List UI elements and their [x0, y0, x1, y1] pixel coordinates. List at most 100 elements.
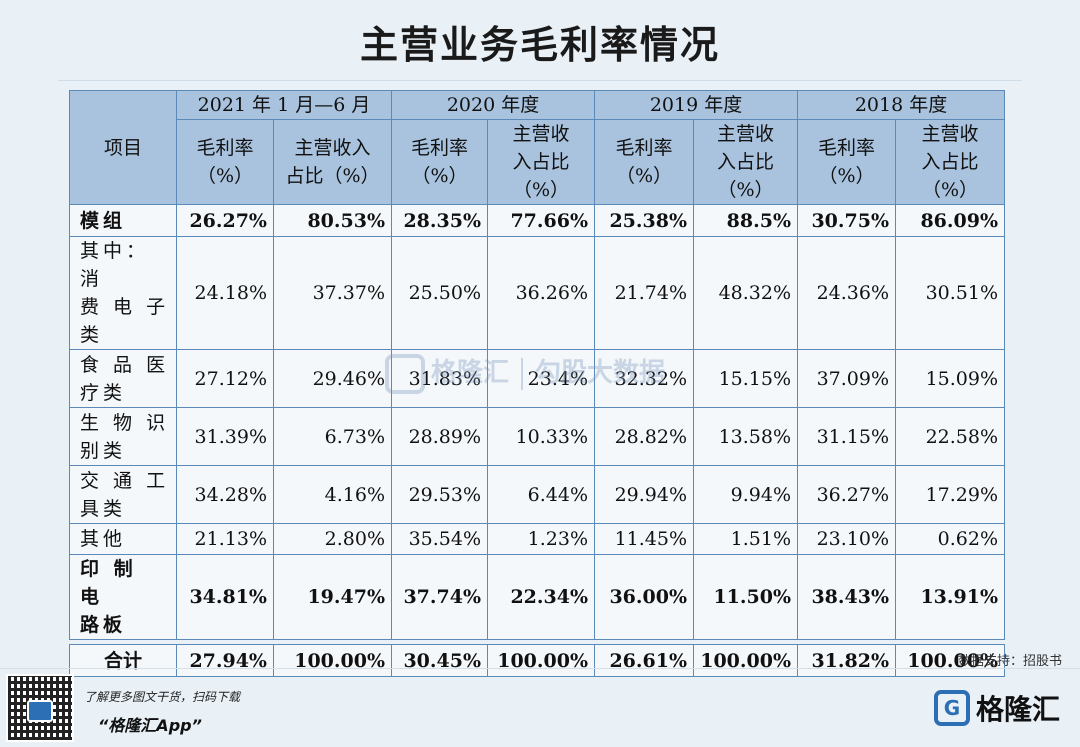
header-period: 2021 年 1 月—6 月 [175, 90, 393, 120]
total-row: 合计 27.94% 100.00% 30.45% 100.00% 26.61% 100.00… [69, 644, 1006, 677]
row-label: 食 品 医疗类 [69, 349, 177, 408]
table-cell: 31.39% [176, 407, 274, 466]
footer-divider [0, 668, 1080, 669]
promo-line: 了解更多图文干货，扫码下载 [84, 690, 241, 704]
table-cell: 30.51% [895, 236, 1006, 350]
total-cell: 100.00% [272, 644, 393, 677]
table-row: 印 制 电路板 34.81% 19.47% 37.74% 22.34% 36.00% 11.… [69, 554, 1006, 640]
table-cell: 25.50% [391, 236, 489, 350]
table-cell: 34.81% [176, 554, 274, 640]
table-cell: 32.32% [594, 349, 695, 408]
table-cell: 37.37% [272, 236, 393, 350]
total-cell: 31.82% [797, 644, 897, 677]
table-row: 其中：消费 电 子类 24.18% 37.37% 25.50% 36.26% 21.74%… [69, 236, 1006, 350]
header-period: 2020 年度 [391, 90, 596, 120]
table-cell: 28.35% [391, 204, 489, 237]
table-cell: 9.94% [693, 465, 799, 524]
table-cell: 28.89% [391, 407, 489, 466]
table-cell: 36.26% [487, 236, 596, 350]
header-subcol: 毛利率 （%） [797, 119, 897, 205]
table-cell: 11.45% [594, 523, 695, 555]
brand-g-icon: G [933, 690, 970, 726]
title-divider [58, 80, 1022, 81]
table-cell: 31.83% [391, 349, 489, 408]
header-period: 2018 年度 [797, 90, 1006, 120]
table-cell: 17.29% [895, 465, 1006, 524]
total-cell: 100.00% [895, 644, 1006, 677]
header-period: 2019 年度 [594, 90, 799, 120]
brand-name: 格隆汇 [975, 693, 1060, 726]
table-row: 食 品 医疗类 27.12% 29.46% 31.83% 23.4% 32.32% 15.1… [69, 349, 1006, 408]
table-cell: 23.10% [797, 523, 897, 555]
total-cell: 100.00% [487, 644, 596, 677]
row-label: 其中：消费 电 子类 [69, 236, 177, 350]
table-cell: 23.4% [487, 349, 596, 408]
table-cell: 29.94% [594, 465, 695, 524]
table-row: 模组 26.27% 80.53% 28.35% 77.66% 25.38% 88.5% 30.… [69, 204, 1006, 237]
table-cell: 27.12% [176, 349, 274, 408]
table-cell: 26.27% [176, 204, 274, 237]
table-cell: 86.09% [895, 204, 1006, 237]
table-cell: 19.47% [272, 554, 393, 640]
table-cell: 35.54% [391, 523, 489, 555]
header-subcol: 主营收入占比（%） [272, 119, 393, 205]
qr-logo-icon [27, 700, 53, 722]
table-cell: 29.46% [272, 349, 393, 408]
table-cell: 36.27% [797, 465, 897, 524]
total-label: 合计 [69, 644, 177, 677]
table-cell: 77.66% [487, 204, 596, 237]
table-cell: 24.18% [176, 236, 274, 350]
table-cell: 22.34% [487, 554, 596, 640]
header-subcol: 主营收入占比（%） [895, 119, 1006, 205]
table-cell: 31.15% [797, 407, 897, 466]
table-cell: 80.53% [272, 204, 393, 237]
row-label: 交 通 工具类 [69, 465, 177, 524]
table-row: 交 通 工具类 34.28% 4.16% 29.53% 6.44% 29.94% 9.94%… [69, 465, 1006, 524]
header-subcol: 毛利率 （%） [594, 119, 695, 205]
table-cell: 28.82% [594, 407, 695, 466]
table-cell: 30.75% [797, 204, 897, 237]
header-item: 项目 [69, 90, 177, 205]
table-cell: 38.43% [797, 554, 897, 640]
table-cell: 29.53% [391, 465, 489, 524]
table-cell: 25.38% [594, 204, 695, 237]
table-cell: 22.58% [895, 407, 1006, 466]
header-subcol: 毛利率 （%） [176, 119, 274, 205]
table-cell: 6.73% [272, 407, 393, 466]
table-cell: 6.44% [487, 465, 596, 524]
table-cell: 21.13% [176, 523, 274, 555]
row-label: 其他 [69, 523, 177, 555]
table-cell: 36.00% [594, 554, 695, 640]
table-cell: 13.91% [895, 554, 1006, 640]
table-cell: 13.58% [693, 407, 799, 466]
table-cell: 10.33% [487, 407, 596, 466]
total-cell: 30.45% [391, 644, 489, 677]
data-source: 数据支持：招股书 [957, 654, 1062, 669]
row-label: 印 制 电路板 [69, 554, 177, 640]
table-cell: 48.32% [693, 236, 799, 350]
table-cell: 24.36% [797, 236, 897, 350]
total-cell: 26.61% [594, 644, 695, 677]
total-cell: 27.94% [176, 644, 274, 677]
table-row: 其他 21.13% 2.80% 35.54% 1.23% 11.45% 1.51% 23.10… [69, 523, 1006, 555]
header-subcol: 主营收入占比（%） [487, 119, 596, 205]
table-cell: 37.09% [797, 349, 897, 408]
table-cell: 4.16% [272, 465, 393, 524]
gross-margin-table: 项目 2021 年 1 月—6 月 2020 年度 2019 年度 2018 年… [69, 90, 1006, 677]
table-cell: 0.62% [895, 523, 1006, 555]
header-subcol: 毛利率 （%） [391, 119, 489, 205]
table-row: 生 物 识别类 31.39% 6.73% 28.89% 10.33% 28.82% 13.5… [69, 407, 1006, 466]
table-cell: 11.50% [693, 554, 799, 640]
brand-logo: G 格隆汇 [933, 686, 1060, 730]
header-subcol: 主营收入占比（%） [693, 119, 799, 205]
table-cell: 88.5% [693, 204, 799, 237]
table-cell: 34.28% [176, 465, 274, 524]
app-name: “格隆汇App” [98, 716, 202, 735]
page-title: 主营业务毛利率情况 [359, 23, 720, 67]
table-cell: 1.23% [487, 523, 596, 555]
table-cell: 15.09% [895, 349, 1006, 408]
table-cell: 37.74% [391, 554, 489, 640]
table-cell: 21.74% [594, 236, 695, 350]
row-label: 生 物 识别类 [69, 407, 177, 466]
table-cell: 2.80% [272, 523, 393, 555]
